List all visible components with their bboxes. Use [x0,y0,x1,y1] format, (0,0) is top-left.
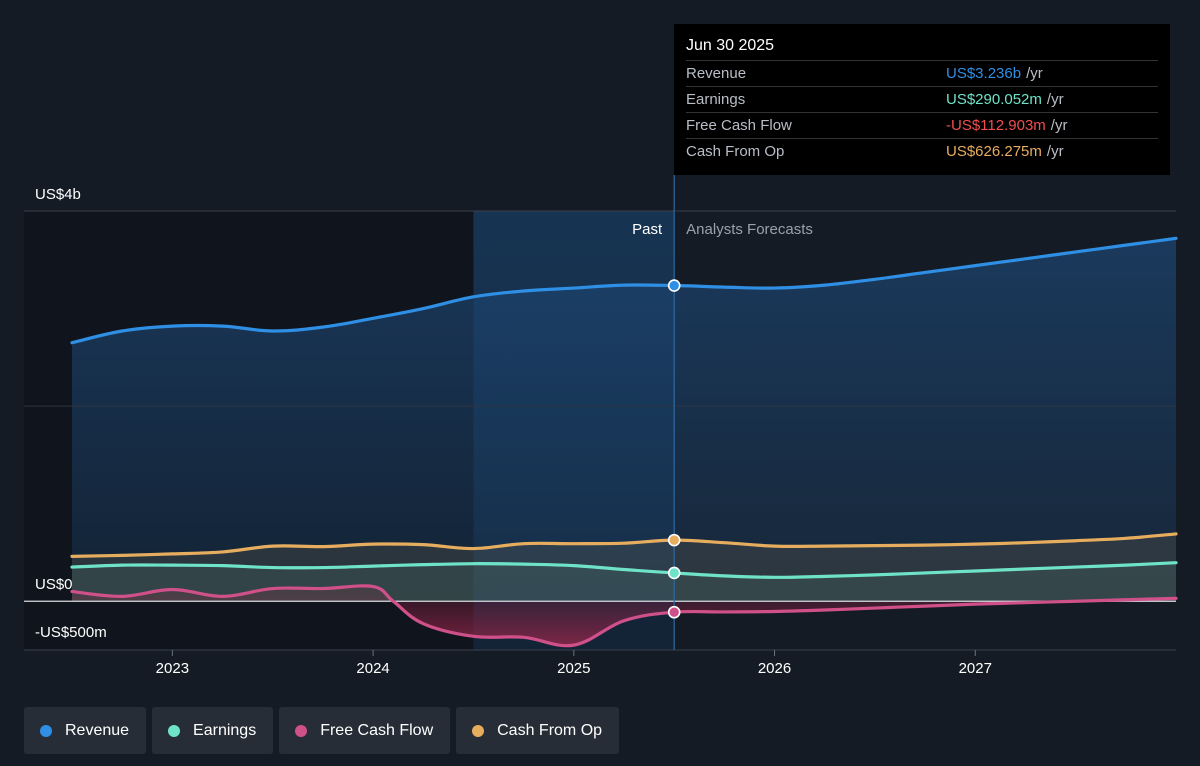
tooltip-unit: /yr [1050,117,1068,134]
chart-legend: Revenue Earnings Free Cash Flow Cash Fro… [24,707,620,754]
tooltip-row-cash-from-op: Cash From Op US$626.275m /yr [686,138,1158,164]
tooltip-label: Revenue [686,65,747,82]
free-cash-flow-marker [667,605,681,619]
legend-label: Free Cash Flow [320,721,434,739]
earnings-marker [667,566,681,580]
y-tick-label: -US$500m [35,624,107,641]
cash-from-op-dot-icon [472,724,485,737]
tooltip-label: Free Cash Flow [686,117,792,134]
tooltip-unit: /yr [1026,65,1043,82]
free-cash-flow-dot-icon [295,724,308,737]
revenue-area [72,238,1176,602]
legend-label: Revenue [65,721,130,739]
tooltip-value: US$290.052m [946,91,1042,108]
financial-chart: US$4b US$0 -US$500m 2023 2024 2025 2026 2027 Pas… [24,175,1178,677]
tooltip-row-free-cash-flow: Free Cash Flow -US$112.903m /yr [686,112,1158,138]
tooltip-date: Jun 30 2025 [686,37,775,54]
y-tick-label: US$0 [35,576,73,593]
legend-free-cash-flow-toggle[interactable]: Free Cash Flow [279,707,451,754]
tooltip-value: -US$112.903m [946,117,1046,134]
forecast-label: Analysts Forecasts [686,221,813,238]
tooltip-row-revenue: Revenue US$3.236b /yr [686,60,1158,86]
x-tick-label: 2023 [156,660,189,677]
tooltip-value: US$3.236b [946,65,1022,82]
cash-from-op-marker [667,533,681,547]
y-tick-label: US$4b [35,186,81,203]
tooltip-label: Cash From Op [686,143,785,160]
x-tick-label: 2027 [959,660,992,677]
revenue-line [70,236,1178,345]
tooltip-label: Earnings [686,91,746,108]
hover-tooltip: Jun 30 2025 Revenue US$3.236b /yr Earnin… [674,24,1170,175]
free-cash-flow-line [70,584,1178,648]
tooltip-row-earnings: Earnings US$290.052m /yr [686,86,1158,112]
x-tick-label: 2024 [356,660,389,677]
earnings-dot-icon [168,724,181,737]
past-label: Past [632,221,663,238]
tooltip-unit: /yr [1046,143,1064,160]
x-tick-label: 2026 [758,660,791,677]
revenue-dot-icon [40,724,52,737]
cash-from-op-area [72,533,1176,602]
tooltip-value: US$626.275m [946,143,1042,160]
legend-earnings-toggle[interactable]: Earnings [152,707,274,754]
earnings-line [70,561,1178,579]
tooltip-unit: /yr [1046,91,1064,108]
x-tick-label: 2025 [557,660,590,677]
legend-label: Earnings [193,721,257,739]
revenue-marker [667,279,681,292]
legend-cash-from-op-toggle[interactable]: Cash From Op [456,707,620,754]
legend-revenue-toggle[interactable]: Revenue [24,707,147,754]
legend-label: Cash From Op [497,721,603,739]
cash-from-op-line [70,532,1178,558]
